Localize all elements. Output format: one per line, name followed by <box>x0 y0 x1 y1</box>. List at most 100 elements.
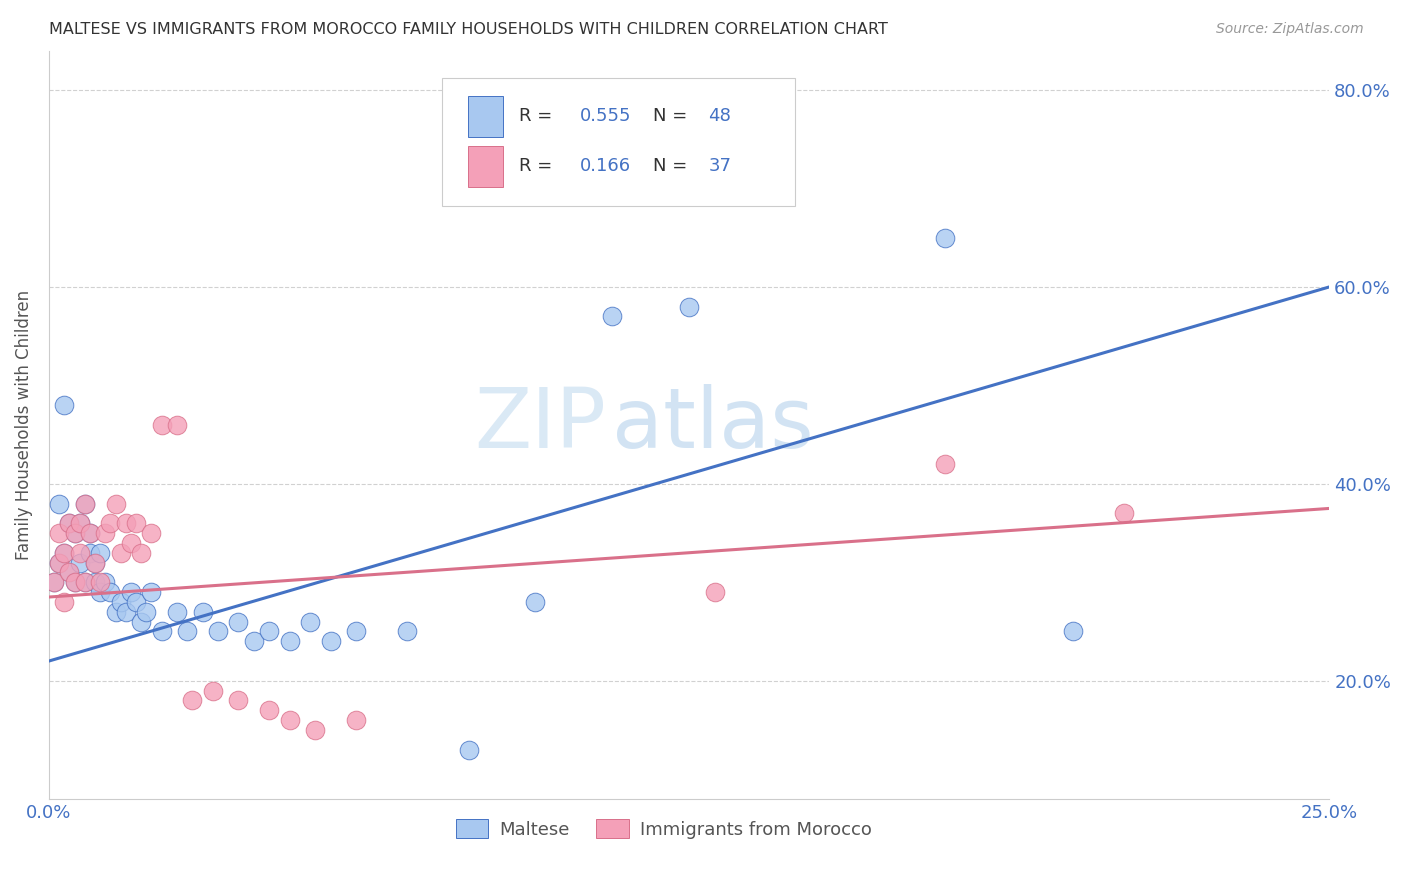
Point <box>278 713 301 727</box>
Y-axis label: Family Households with Children: Family Households with Children <box>15 290 32 560</box>
Point <box>243 634 266 648</box>
Point <box>299 615 322 629</box>
Point <box>114 605 136 619</box>
Text: N =: N = <box>654 107 688 125</box>
Point <box>120 536 142 550</box>
Bar <box>468 145 503 186</box>
Point <box>63 575 86 590</box>
Point <box>73 575 96 590</box>
Point <box>304 723 326 737</box>
Point <box>191 605 214 619</box>
Text: atlas: atlas <box>612 384 814 466</box>
Point <box>141 585 163 599</box>
Point <box>53 595 76 609</box>
Point <box>1114 507 1136 521</box>
Point <box>150 624 173 639</box>
Point <box>100 585 122 599</box>
Point <box>396 624 419 639</box>
Point <box>79 546 101 560</box>
Bar <box>468 95 503 136</box>
Point <box>678 300 700 314</box>
Point <box>120 585 142 599</box>
Point <box>84 575 107 590</box>
Point <box>228 615 250 629</box>
Point <box>228 693 250 707</box>
Point <box>58 516 80 531</box>
Point <box>73 496 96 510</box>
Point <box>319 634 342 648</box>
Point <box>94 526 117 541</box>
Point <box>69 556 91 570</box>
Point <box>129 546 152 560</box>
Text: N =: N = <box>654 157 688 175</box>
Point <box>48 496 70 510</box>
Point <box>42 575 65 590</box>
Point <box>104 605 127 619</box>
Point <box>703 585 725 599</box>
Point <box>69 516 91 531</box>
Point <box>89 585 111 599</box>
Point <box>114 516 136 531</box>
Point <box>73 496 96 510</box>
Point <box>53 546 76 560</box>
Text: Source: ZipAtlas.com: Source: ZipAtlas.com <box>1216 22 1364 37</box>
Point <box>524 595 547 609</box>
Point <box>458 742 481 756</box>
Point <box>257 624 280 639</box>
Point <box>1062 624 1084 639</box>
Point <box>58 566 80 580</box>
Point <box>79 526 101 541</box>
Point <box>934 457 956 471</box>
Point <box>42 575 65 590</box>
Point <box>53 398 76 412</box>
Point <box>84 556 107 570</box>
Text: 0.555: 0.555 <box>581 107 631 125</box>
Text: 37: 37 <box>709 157 731 175</box>
Text: ZIP: ZIP <box>474 384 606 466</box>
Point <box>110 595 132 609</box>
Text: 0.166: 0.166 <box>581 157 631 175</box>
Point <box>48 556 70 570</box>
Point <box>934 231 956 245</box>
Point <box>89 546 111 560</box>
Point <box>100 516 122 531</box>
Point <box>257 703 280 717</box>
Point <box>207 624 229 639</box>
FancyBboxPatch shape <box>441 78 796 206</box>
Point <box>94 575 117 590</box>
Point <box>110 546 132 560</box>
Point <box>69 516 91 531</box>
Point <box>150 417 173 432</box>
Point <box>63 526 86 541</box>
Point <box>166 605 188 619</box>
Point <box>73 575 96 590</box>
Point <box>104 496 127 510</box>
Point <box>89 575 111 590</box>
Text: MALTESE VS IMMIGRANTS FROM MOROCCO FAMILY HOUSEHOLDS WITH CHILDREN CORRELATION C: MALTESE VS IMMIGRANTS FROM MOROCCO FAMIL… <box>49 22 889 37</box>
Point <box>84 556 107 570</box>
Point <box>344 624 367 639</box>
Point <box>181 693 204 707</box>
Point <box>58 566 80 580</box>
Point <box>278 634 301 648</box>
Point <box>63 526 86 541</box>
Point <box>63 575 86 590</box>
Point <box>125 595 148 609</box>
Point <box>600 310 623 324</box>
Point <box>79 526 101 541</box>
Point <box>135 605 157 619</box>
Text: 48: 48 <box>709 107 731 125</box>
Point <box>48 556 70 570</box>
Legend: Maltese, Immigrants from Morocco: Maltese, Immigrants from Morocco <box>449 812 879 846</box>
Point <box>129 615 152 629</box>
Point <box>141 526 163 541</box>
Point <box>48 526 70 541</box>
Point <box>166 417 188 432</box>
Point <box>344 713 367 727</box>
Text: R =: R = <box>519 157 553 175</box>
Point <box>53 546 76 560</box>
Point <box>201 683 224 698</box>
Text: R =: R = <box>519 107 553 125</box>
Point <box>125 516 148 531</box>
Point <box>58 516 80 531</box>
